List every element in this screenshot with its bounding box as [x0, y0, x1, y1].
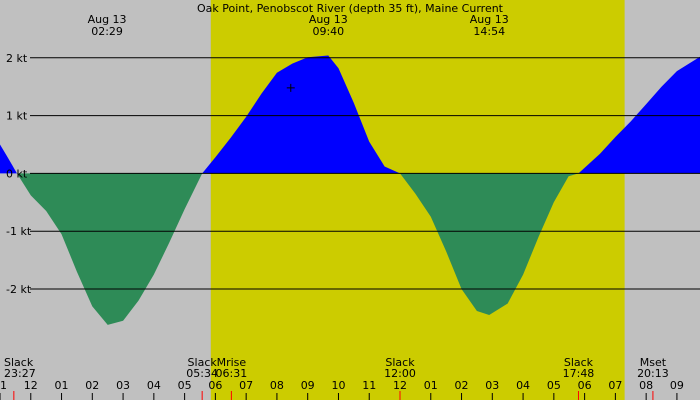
hour-label-8: 07 — [239, 379, 253, 392]
event-name-4: Slack — [564, 356, 594, 369]
y-tick-label-0: 2 kt — [6, 52, 28, 65]
crosshair-marker — [286, 83, 295, 92]
hour-label-17: 04 — [516, 379, 530, 392]
hour-label-21: 08 — [639, 379, 653, 392]
event-name-3: Slack — [385, 356, 415, 369]
event-name-5: Mset — [640, 356, 667, 369]
peak-time-2: 14:54 — [473, 25, 505, 38]
hour-label-4: 03 — [116, 379, 130, 392]
y-tick-label-2: 0 kt — [6, 167, 28, 180]
peak-date-1: Aug 13 — [309, 13, 348, 26]
flood-area-2 — [202, 55, 400, 174]
current-areas — [0, 55, 700, 325]
hour-label-3: 02 — [85, 379, 99, 392]
hour-label-10: 09 — [301, 379, 315, 392]
flood-area-4 — [578, 56, 700, 174]
hour-label-15: 02 — [455, 379, 469, 392]
event-time-2: 06:31 — [216, 367, 248, 380]
hour-label-16: 03 — [485, 379, 499, 392]
hour-label-5: 04 — [147, 379, 161, 392]
y-tick-label-4: -2 kt — [6, 283, 32, 296]
event-time-3: 12:00 — [384, 367, 416, 380]
y-axis-labels: 2 kt 1 kt 0 kt -1 kt -2 kt — [6, 52, 32, 296]
event-time-5: 20:13 — [637, 367, 669, 380]
y-tick-label-3: -1 kt — [6, 225, 32, 238]
hour-label-11: 10 — [331, 379, 345, 392]
event-name-0: Slack — [4, 356, 34, 369]
event-time-0: 23:27 — [4, 367, 36, 380]
hour-label-13: 12 — [393, 379, 407, 392]
hour-axis: 11 12 01 02 03 04 05 06 07 08 09 10 11 12 01 02 03 04 05 06… — [0, 379, 684, 400]
peak-time-0: 02:29 — [91, 25, 123, 38]
peak-time-1: 09:40 — [312, 25, 344, 38]
ebb-area-3 — [400, 173, 579, 315]
event-time-1: 05:34 — [186, 367, 218, 380]
hour-label-7: 06 — [208, 379, 222, 392]
hour-label-1: 12 — [24, 379, 38, 392]
hour-label-14: 01 — [424, 379, 438, 392]
hour-label-12: 11 — [362, 379, 376, 392]
hour-label-0: 11 — [0, 379, 7, 392]
hour-label-9: 08 — [270, 379, 284, 392]
daylight-band — [210, 0, 625, 400]
bottom-events: Slack23:27Slack05:34Mrise06:31Slack12:00… — [4, 356, 669, 380]
event-name-2: Mrise — [217, 356, 247, 369]
hour-label-2: 01 — [55, 379, 69, 392]
peak-date-0: Aug 13 — [88, 13, 127, 26]
hour-label-6: 05 — [178, 379, 192, 392]
chart-title: Oak Point, Penobscot River (depth 35 ft)… — [197, 2, 504, 15]
ebb-area-1 — [16, 173, 203, 325]
hour-label-20: 07 — [608, 379, 622, 392]
hour-label-22: 09 — [670, 379, 684, 392]
event-time-4: 17:48 — [563, 367, 595, 380]
hour-label-19: 06 — [578, 379, 592, 392]
flood-area-0 — [0, 144, 17, 174]
gridlines — [30, 57, 700, 290]
event-name-1: Slack — [188, 356, 218, 369]
hour-label-18: 05 — [547, 379, 561, 392]
peak-date-2: Aug 13 — [470, 13, 509, 26]
y-tick-label-1: 1 kt — [6, 110, 28, 123]
